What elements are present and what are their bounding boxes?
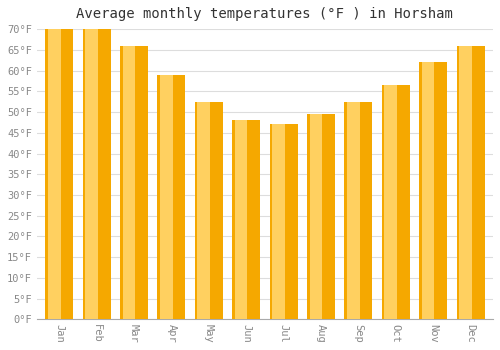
Bar (382, 85, 410, 320)
Bar (122, 46, 136, 320)
Bar (419, 62, 447, 320)
Bar (384, 85, 397, 320)
Bar (198, 102, 210, 320)
Bar (310, 114, 322, 320)
Bar (235, 120, 248, 320)
Bar (195, 102, 223, 320)
Bar (232, 120, 260, 320)
Bar (158, 75, 186, 320)
Bar (460, 46, 472, 320)
Bar (48, 29, 60, 320)
Bar (272, 125, 285, 320)
Bar (45, 29, 74, 320)
Bar (86, 29, 98, 320)
Bar (120, 46, 148, 320)
Bar (307, 114, 335, 320)
Bar (160, 75, 172, 320)
Bar (422, 62, 434, 320)
Bar (347, 102, 360, 320)
Title: Average monthly temperatures (°F ) in Horsham: Average monthly temperatures (°F ) in Ho… (76, 7, 454, 21)
Bar (456, 46, 484, 320)
Bar (270, 125, 297, 320)
Bar (344, 102, 372, 320)
Bar (82, 29, 110, 320)
